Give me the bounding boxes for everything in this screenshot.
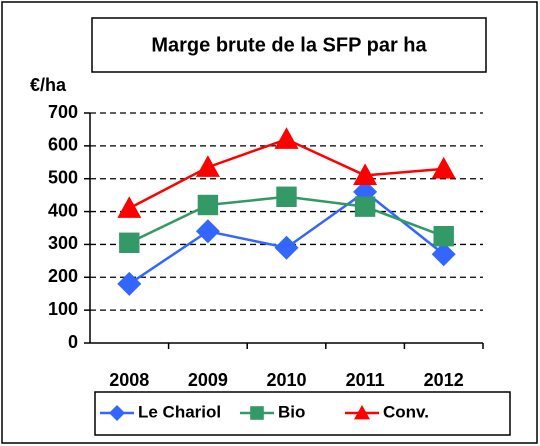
legend-label: Bio [278,402,305,421]
legend-box [94,391,511,436]
y-tick-label: 500 [48,167,78,187]
legend-label: Le Chariol [138,402,221,421]
x-tick-label: 2011 [346,370,385,390]
marker [354,196,376,217]
y-tick-label: 200 [48,266,78,286]
marker [109,405,125,421]
marker [119,232,140,253]
marker [274,235,299,260]
marker [250,406,264,420]
y-tick-label: 0 [68,332,78,352]
marker [195,155,220,177]
marker [195,219,220,244]
y-tick-label: 700 [48,102,78,122]
marker [354,405,370,420]
chart-title: Marge brute de la SFP par ha [151,34,427,56]
marker [274,127,299,149]
marker [431,242,456,267]
marker [276,186,297,207]
x-tick-label: 2008 [109,370,149,390]
y-tick-label: 300 [48,233,78,253]
marker [433,226,454,247]
y-tick-label: 400 [48,200,78,220]
y-tick-label: 100 [48,299,78,319]
x-tick-label: 2009 [188,370,228,390]
marker [353,163,378,186]
marker [117,271,142,296]
marker [117,196,142,218]
marker [431,156,456,179]
y-axis-label: €/ha [30,75,67,95]
marker [197,194,219,216]
title-box [91,17,487,73]
x-tick-label: 2010 [266,370,306,390]
legend-label: Conv. [383,402,429,421]
y-tick-label: 600 [48,135,78,155]
x-tick-label: 2012 [424,370,464,390]
